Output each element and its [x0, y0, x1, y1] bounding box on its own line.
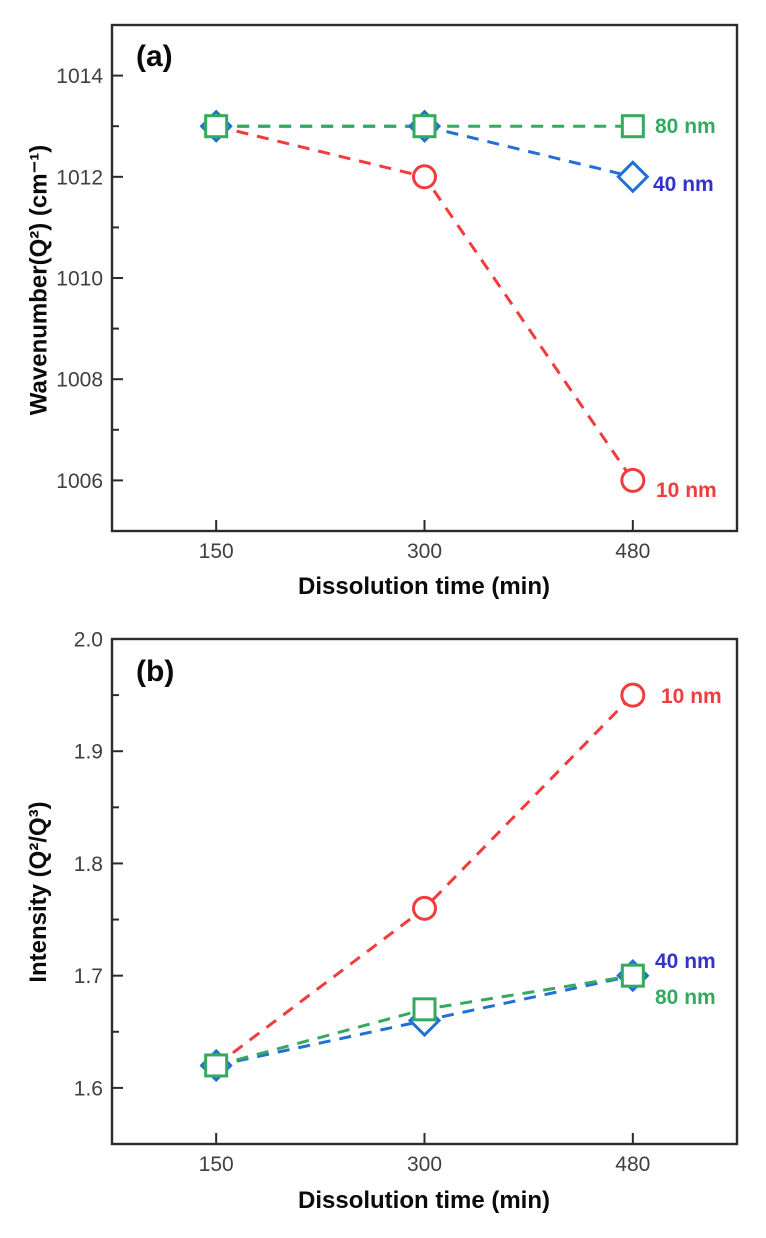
y-tick-label: 1.7: [74, 965, 103, 988]
series-label-40nm-panel-b: 40 nm: [655, 950, 716, 973]
series-label-10nm-panel-a: 10 nm: [656, 479, 717, 502]
y-tick-label: 1008: [56, 369, 103, 392]
data-point-square: [620, 114, 645, 139]
plot-border: [110, 637, 739, 1146]
data-point-circle: [412, 895, 437, 921]
y-tick-label: 1.6: [74, 1077, 103, 1100]
panel-a-letter: (a): [136, 40, 173, 73]
data-point-circle: [620, 467, 646, 493]
x-tick-label: 150: [199, 540, 234, 563]
y-tick-label: 1012: [56, 166, 103, 189]
x-tick-label: 480: [615, 1153, 650, 1176]
y-tick-label: 1.8: [74, 853, 103, 876]
plot-border: [110, 23, 739, 533]
data-point-diamond: [616, 160, 650, 194]
data-point-square: [412, 997, 437, 1022]
y-tick-label: 1010: [56, 268, 103, 291]
panel-b-y-axis-label: Intensity (Q²/Q³): [25, 801, 52, 983]
data-point-square: [620, 963, 645, 988]
x-tick-label: 480: [615, 540, 650, 563]
series-label-80nm-panel-a: 80 nm: [655, 115, 716, 138]
y-tick-label: 1014: [56, 65, 103, 88]
panel-a-y-axis-label: Wavenumber(Q²) (cm⁻¹): [25, 144, 53, 416]
y-tick-label: 2.0: [74, 629, 103, 652]
y-tick-label: 1006: [56, 470, 103, 493]
series-label-10nm-panel-b: 10 nm: [661, 685, 722, 708]
series-label-80nm-panel-b: 80 nm: [655, 986, 716, 1009]
x-tick-label: 150: [199, 1153, 234, 1176]
y-tick-label: 1.9: [74, 741, 103, 764]
data-point-circle: [620, 682, 646, 708]
data-point-circle: [412, 164, 437, 190]
panel-a-x-axis-label: Dissolution time (min): [298, 573, 550, 600]
panel-b-x-axis-label: Dissolution time (min): [298, 1187, 550, 1214]
x-tick-label: 300: [407, 1153, 442, 1176]
x-tick-label: 300: [407, 540, 442, 563]
data-point-square: [204, 114, 229, 139]
data-point-square: [412, 114, 437, 139]
data-point-square: [204, 1053, 229, 1078]
series-label-40nm-panel-a: 40 nm: [653, 173, 714, 196]
panel-b-letter: (b): [136, 655, 175, 688]
